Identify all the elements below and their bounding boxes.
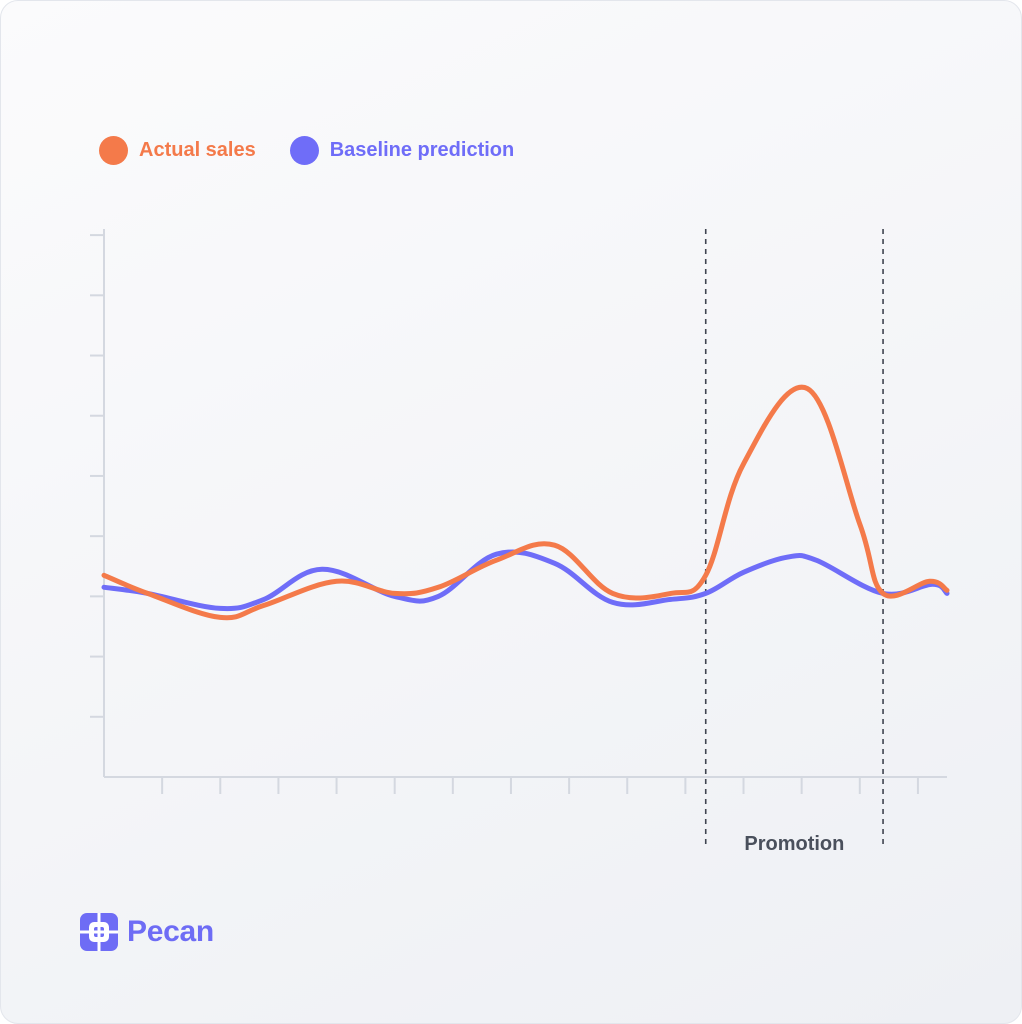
legend-label-actual-sales: Actual sales bbox=[139, 138, 256, 161]
pecan-logo-icon bbox=[80, 913, 118, 951]
legend-item-actual-sales: Actual sales bbox=[99, 135, 256, 165]
series-line-actual-sales bbox=[101, 384, 950, 621]
legend-dot-actual-sales bbox=[99, 135, 128, 165]
legend-dot-baseline-prediction bbox=[289, 135, 319, 165]
brand-name: Pecan bbox=[127, 915, 214, 948]
promotion-label: Promotion bbox=[744, 833, 844, 855]
brand-logo: Pecan bbox=[80, 913, 214, 951]
series-line-baseline-prediction bbox=[101, 549, 950, 612]
legend-item-baseline-prediction: Baseline prediction bbox=[289, 135, 515, 165]
chart-legend: Actual sales Baseline prediction bbox=[99, 134, 514, 166]
legend-label-baseline-prediction: Baseline prediction bbox=[329, 138, 515, 161]
